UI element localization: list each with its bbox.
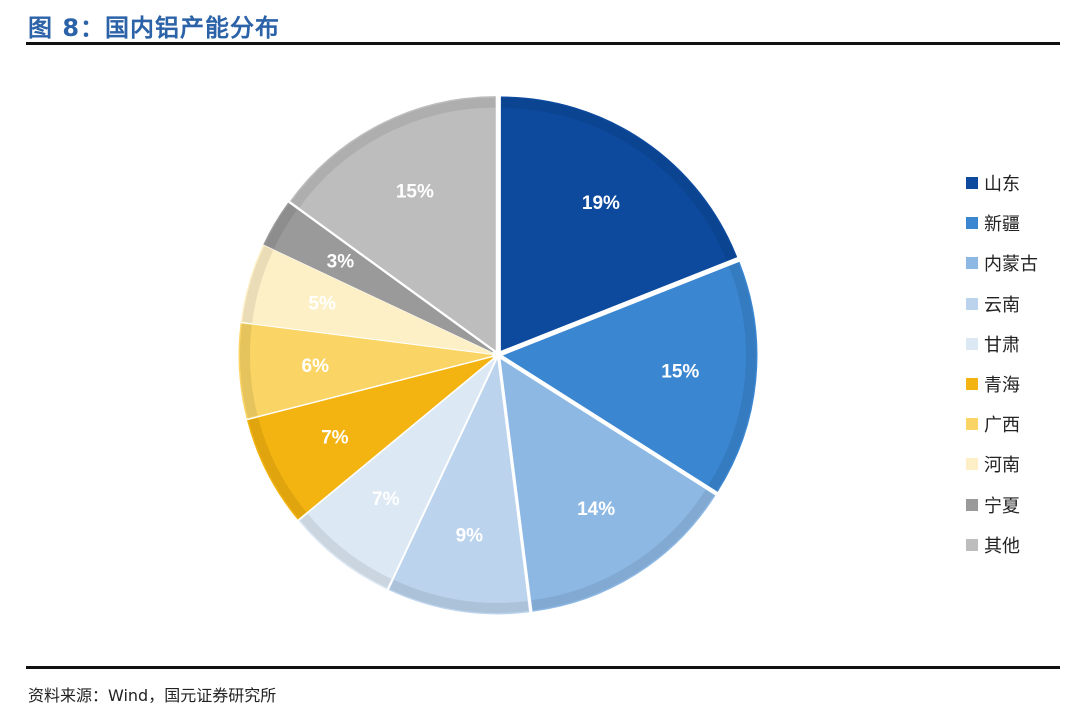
pie-data-label-6: 6%: [302, 356, 330, 377]
chart-legend: 山东新疆内蒙古云南甘肃青海广西河南宁夏其他: [966, 163, 1038, 565]
pie-slice-6: [238, 323, 493, 419]
pie-slices: [238, 96, 758, 615]
pie-data-label-0: 19%: [582, 193, 620, 214]
pie-slice-edge-1: [708, 262, 756, 491]
pie-slice-edge-3: [389, 579, 529, 613]
pie-slice-7: [240, 244, 493, 354]
pie-data-label-2: 14%: [577, 499, 615, 520]
pie-labels: 19% 15% 14% 9% 7% 7% 6% 5% 3% 15%: [302, 181, 700, 546]
legend-item-5: 青海: [966, 364, 1038, 404]
pie-slice-edge-8: [264, 203, 298, 249]
legend-label: 宁夏: [984, 495, 1020, 517]
legend-swatch: [966, 217, 978, 230]
pie-slice-edge-9: [291, 97, 496, 208]
figure-title: 图 8：国内铝产能分布: [28, 14, 281, 42]
legend-item-8: 宁夏: [966, 485, 1038, 525]
pie-data-label-7: 5%: [308, 293, 336, 314]
pie-slice-edge-6: [240, 323, 258, 419]
legend-label: 青海: [984, 375, 1020, 397]
legend-label: 新疆: [984, 214, 1020, 236]
legend-swatch: [966, 498, 978, 511]
pie-slice-5: [246, 357, 493, 520]
bottom-divider: [26, 666, 1060, 669]
pie-slice-edge-2: [531, 489, 714, 611]
pie-data-label-8: 3%: [327, 251, 355, 272]
legend-item-7: 河南: [966, 444, 1038, 484]
legend-label: 甘肃: [984, 334, 1020, 356]
pie-data-label-3: 9%: [456, 525, 484, 546]
pie-slice-edge-7: [242, 246, 274, 324]
legend-item-6: 广西: [966, 404, 1038, 444]
pie-slice-0: [500, 96, 738, 351]
pie-slice-edge-0: [501, 98, 736, 261]
legend-item-4: 甘肃: [966, 324, 1038, 364]
legend-label: 河南: [984, 455, 1020, 477]
legend-swatch: [966, 297, 978, 310]
top-divider: [26, 42, 1060, 45]
legend-swatch: [966, 337, 978, 350]
pie-slice-8: [263, 202, 494, 353]
legend-item-3: 云南: [966, 284, 1038, 324]
legend-swatch: [966, 177, 978, 190]
pie-slice-1: [502, 261, 758, 492]
pie-slice-9: [289, 96, 496, 351]
pie-slice-edge-4: [300, 513, 392, 588]
legend-item-0: 山东: [966, 163, 1038, 203]
legend-label: 其他: [984, 535, 1020, 557]
legend-swatch: [966, 418, 978, 431]
pie-slice-3: [388, 359, 530, 615]
pie-data-label-5: 7%: [321, 428, 349, 449]
pie-slice-4: [298, 359, 495, 590]
legend-label: 广西: [984, 415, 1020, 437]
legend-item-1: 新疆: [966, 203, 1038, 243]
pie-slice-2: [500, 359, 716, 612]
legend-swatch: [966, 458, 978, 471]
legend-item-2: 内蒙古: [966, 243, 1038, 283]
pie-slice-edge-5: [248, 417, 307, 519]
source-note: 资料来源：Wind，国元证券研究所: [28, 686, 277, 705]
legend-label: 云南: [984, 294, 1020, 316]
legend-swatch: [966, 538, 978, 551]
pie-data-label-9: 15%: [396, 181, 434, 202]
legend-label: 山东: [984, 174, 1020, 196]
legend-swatch: [966, 257, 978, 270]
pie-data-label-1: 15%: [661, 362, 699, 383]
pie-data-label-4: 7%: [372, 489, 400, 510]
legend-label: 内蒙古: [984, 254, 1038, 276]
legend-swatch: [966, 378, 978, 391]
legend-item-9: 其他: [966, 525, 1038, 565]
